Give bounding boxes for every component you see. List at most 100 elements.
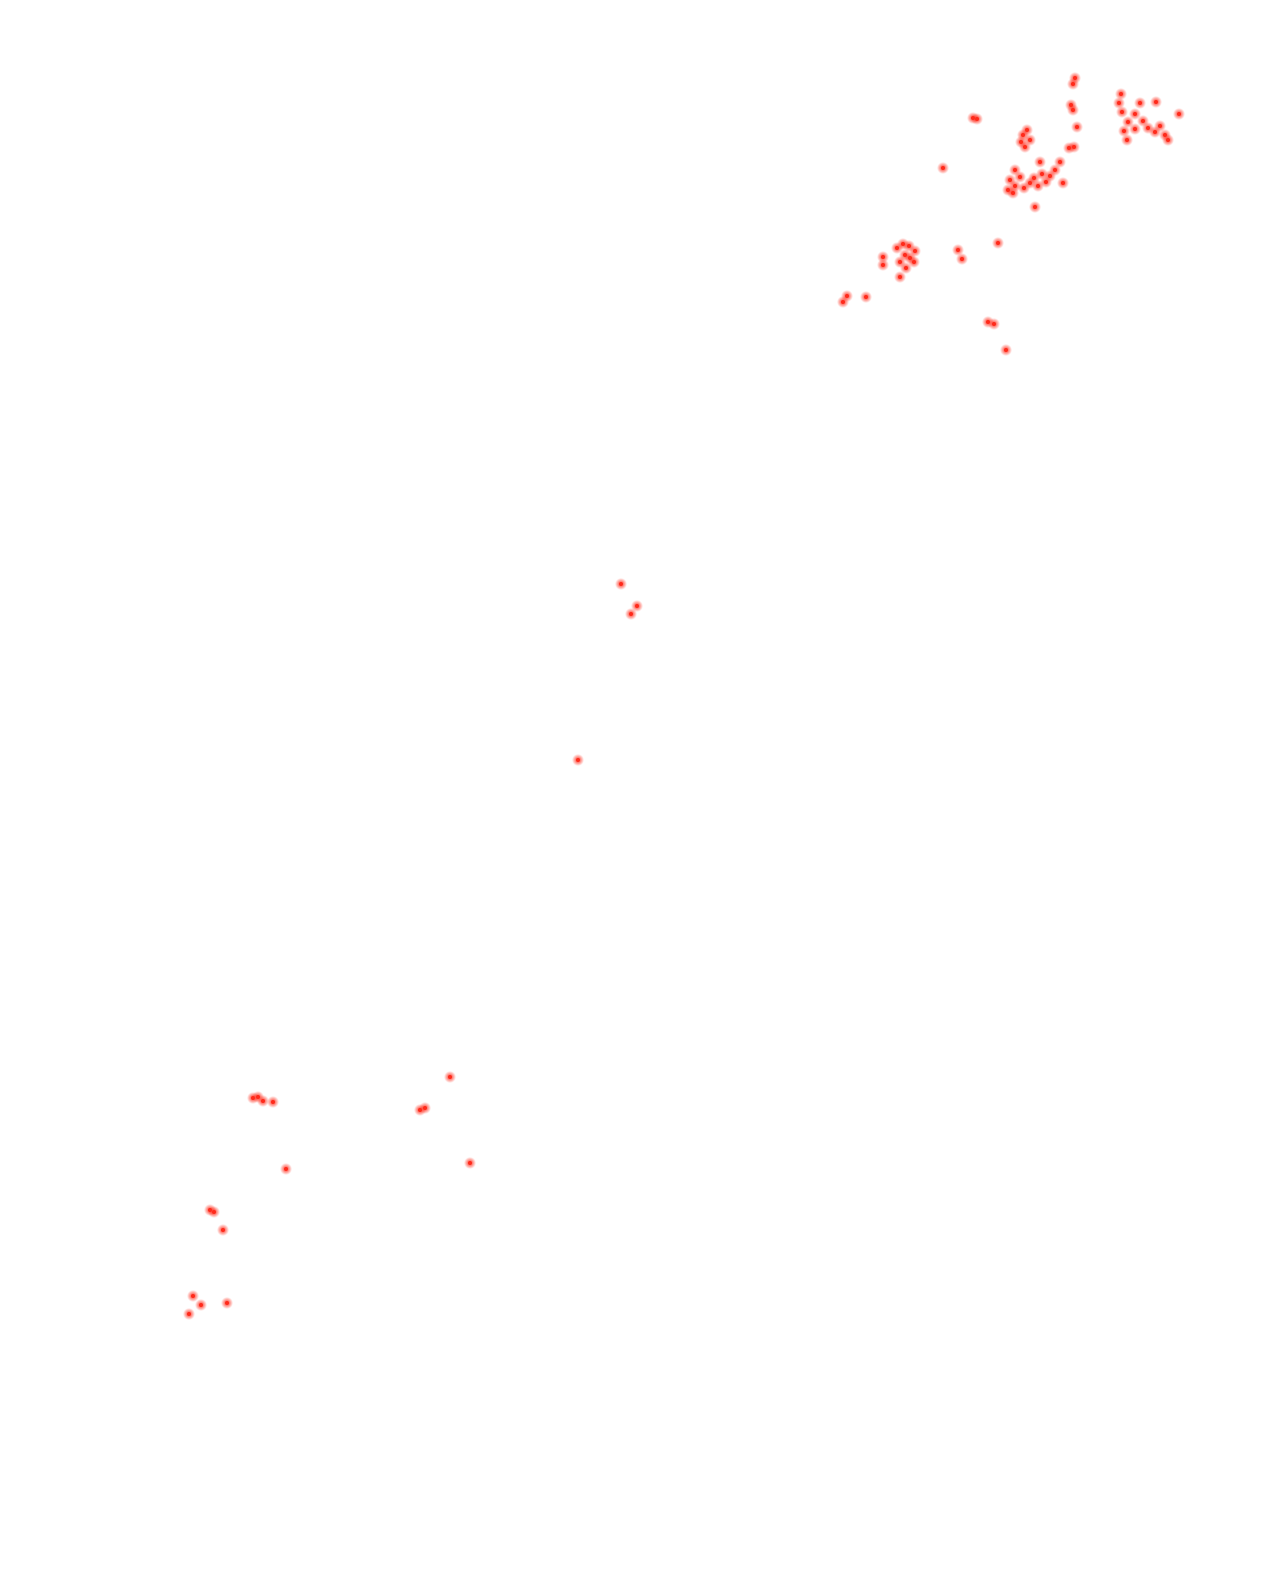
map-point-marker (1067, 104, 1079, 116)
map-point-core (1141, 119, 1145, 123)
map-point-marker (1173, 108, 1185, 120)
map-point-marker (837, 296, 849, 308)
map-point-core (898, 260, 902, 264)
map-point-core (1075, 125, 1079, 129)
map-point-marker (992, 237, 1004, 249)
map-point-core (864, 295, 868, 299)
map-point-marker (1129, 108, 1141, 120)
map-point-marker (1150, 96, 1162, 108)
map-point-marker (900, 262, 912, 274)
map-point-marker (956, 253, 968, 265)
map-point-core (1058, 160, 1062, 164)
map-point-marker (1071, 121, 1083, 133)
map-point-core (841, 300, 845, 304)
map-point-marker (1162, 134, 1174, 146)
map-point-marker (257, 1095, 269, 1107)
map-point-core (1038, 160, 1042, 164)
map-point-core (1019, 140, 1023, 144)
map-point-marker (1149, 126, 1161, 138)
map-point-marker (1014, 171, 1026, 183)
map-point-core (1033, 205, 1037, 209)
map-point-core (1036, 184, 1040, 188)
map-point-core (1177, 112, 1181, 116)
map-point-marker (572, 754, 584, 766)
map-point-marker (183, 1308, 195, 1320)
map-point-core (904, 266, 908, 270)
map-point-core (913, 249, 917, 253)
map-point-marker (195, 1299, 207, 1311)
map-point-marker (1115, 88, 1127, 100)
map-point-marker (1129, 123, 1141, 135)
map-point-core (1154, 100, 1158, 104)
map-point-core (996, 241, 1000, 245)
map-point-marker (894, 271, 906, 283)
map-point-marker (221, 1297, 233, 1309)
map-point-core (941, 166, 945, 170)
map-point-core (881, 255, 885, 259)
map-point-marker (217, 1224, 229, 1236)
map-point-core (1117, 101, 1121, 105)
map-point-core (912, 260, 916, 264)
map-point-core (956, 248, 960, 252)
map-point-marker (187, 1290, 199, 1302)
map-point-core (225, 1301, 229, 1305)
map-point-core (898, 275, 902, 279)
map-point-core (261, 1099, 265, 1103)
map-point-marker (1121, 134, 1133, 146)
map-point-core (1053, 168, 1057, 172)
map-point-marker (280, 1163, 292, 1175)
map-point-core (1122, 129, 1126, 133)
map-point-core (199, 1303, 203, 1307)
map-point-core (960, 257, 964, 261)
map-point-core (1138, 101, 1142, 105)
map-point-core (221, 1228, 225, 1232)
map-point-core (629, 612, 633, 616)
map-point-core (576, 758, 580, 762)
map-point-core (975, 117, 979, 121)
map-point-core (1119, 92, 1123, 96)
map-point-core (992, 322, 996, 326)
map-point-core (907, 244, 911, 248)
map-point-core (1013, 184, 1017, 188)
map-point-core (1146, 126, 1150, 130)
map-point-marker (1067, 78, 1079, 90)
map-point-marker (1034, 156, 1046, 168)
map-point-core (1166, 138, 1170, 142)
map-point-marker (267, 1096, 279, 1108)
map-point-core (284, 1167, 288, 1171)
map-point-marker (444, 1071, 456, 1083)
map-point-core (1025, 128, 1029, 132)
map-point-marker (615, 578, 627, 590)
map-point-marker (971, 113, 983, 125)
map-point-core (1048, 174, 1052, 178)
map-point-marker (952, 244, 964, 256)
map-point-core (1125, 138, 1129, 142)
map-point-core (1040, 172, 1044, 176)
map-point-core (1071, 82, 1075, 86)
map-point-core (1008, 178, 1012, 182)
map-point-core (1072, 145, 1076, 149)
map-point-core (1011, 191, 1015, 195)
map-point-core (468, 1161, 472, 1165)
map-point-core (1133, 127, 1137, 131)
map-point-core (1018, 175, 1022, 179)
map-point-core (212, 1210, 216, 1214)
map-point-marker (1007, 187, 1019, 199)
map-point-marker (1000, 344, 1012, 356)
map-point-core (423, 1106, 427, 1110)
map-point-marker (1049, 164, 1061, 176)
map-point-marker (625, 608, 637, 620)
map-point-core (448, 1075, 452, 1079)
map-point-marker (464, 1157, 476, 1169)
map-point-core (1004, 348, 1008, 352)
map-point-core (1153, 130, 1157, 134)
map-point-core (1061, 181, 1065, 185)
map-point-marker (1116, 106, 1128, 118)
map-point-marker (208, 1206, 220, 1218)
map-point-core (191, 1294, 195, 1298)
map-point-marker (419, 1102, 431, 1114)
map-point-marker (1068, 141, 1080, 153)
map-point-core (1133, 112, 1137, 116)
